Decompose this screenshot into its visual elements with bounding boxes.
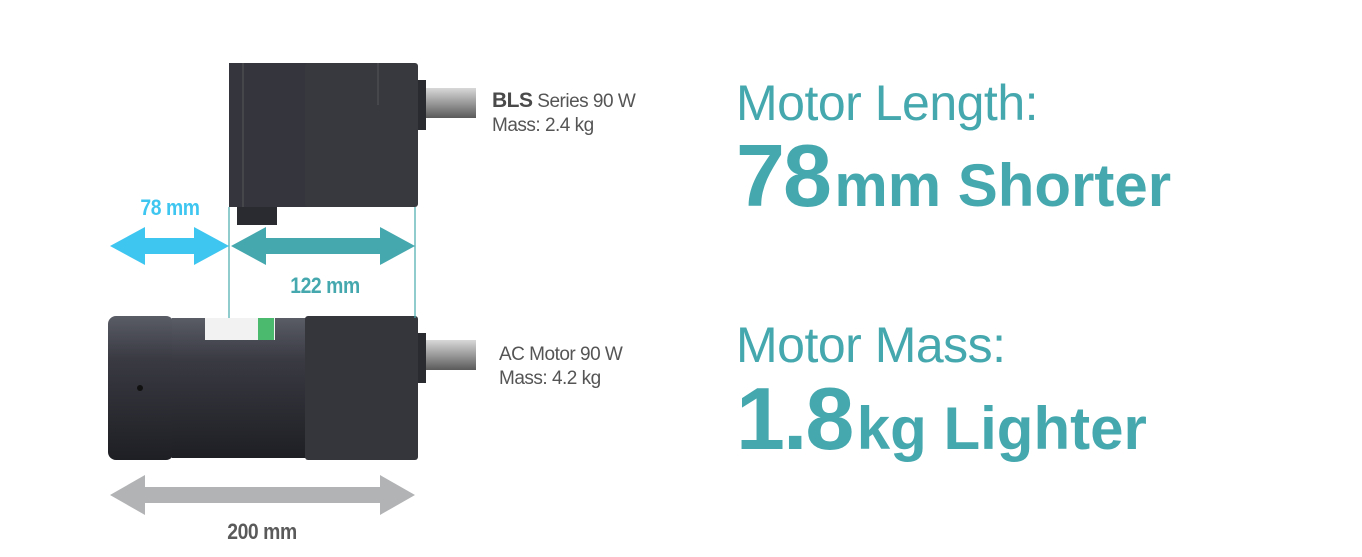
ac-mass: Mass: 4.2 kg [499,368,601,389]
mass-value: 1.8 [736,369,854,468]
ac-motor-label: AC Motor 90 W Mass: 4.2 kg [499,343,623,391]
length-value: 78 [736,126,832,225]
mass-claim: 1.8 kg Lighter [736,368,1147,470]
ac-motor-name: AC Motor 90 W [499,344,623,365]
bls-brand: BLS [492,89,533,112]
mass-unit: kg Lighter [856,395,1147,462]
length-claim: 78 mm Shorter [736,125,1171,227]
bls-mass: Mass: 2.4 kg [492,115,594,136]
bls-series: Series 90 W [532,91,636,112]
bls-length-label: 122 mm [290,273,360,298]
bls-motor-image [229,63,476,225]
difference-dimension-label: 78 mm [140,195,200,220]
ac-length-arrow [110,475,415,515]
ac-motor-image [108,316,476,460]
difference-arrow [110,227,229,265]
length-heading: Motor Length: [736,75,1039,131]
length-unit: mm Shorter [834,152,1172,219]
motor-comparison-illustration [108,63,476,515]
bls-length-arrow [231,227,415,265]
bls-motor-label: BLS Series 90 W Mass: 2.4 kg [492,89,636,138]
mass-heading: Motor Mass: [736,317,1006,373]
ac-length-label: 200 mm [227,519,297,544]
